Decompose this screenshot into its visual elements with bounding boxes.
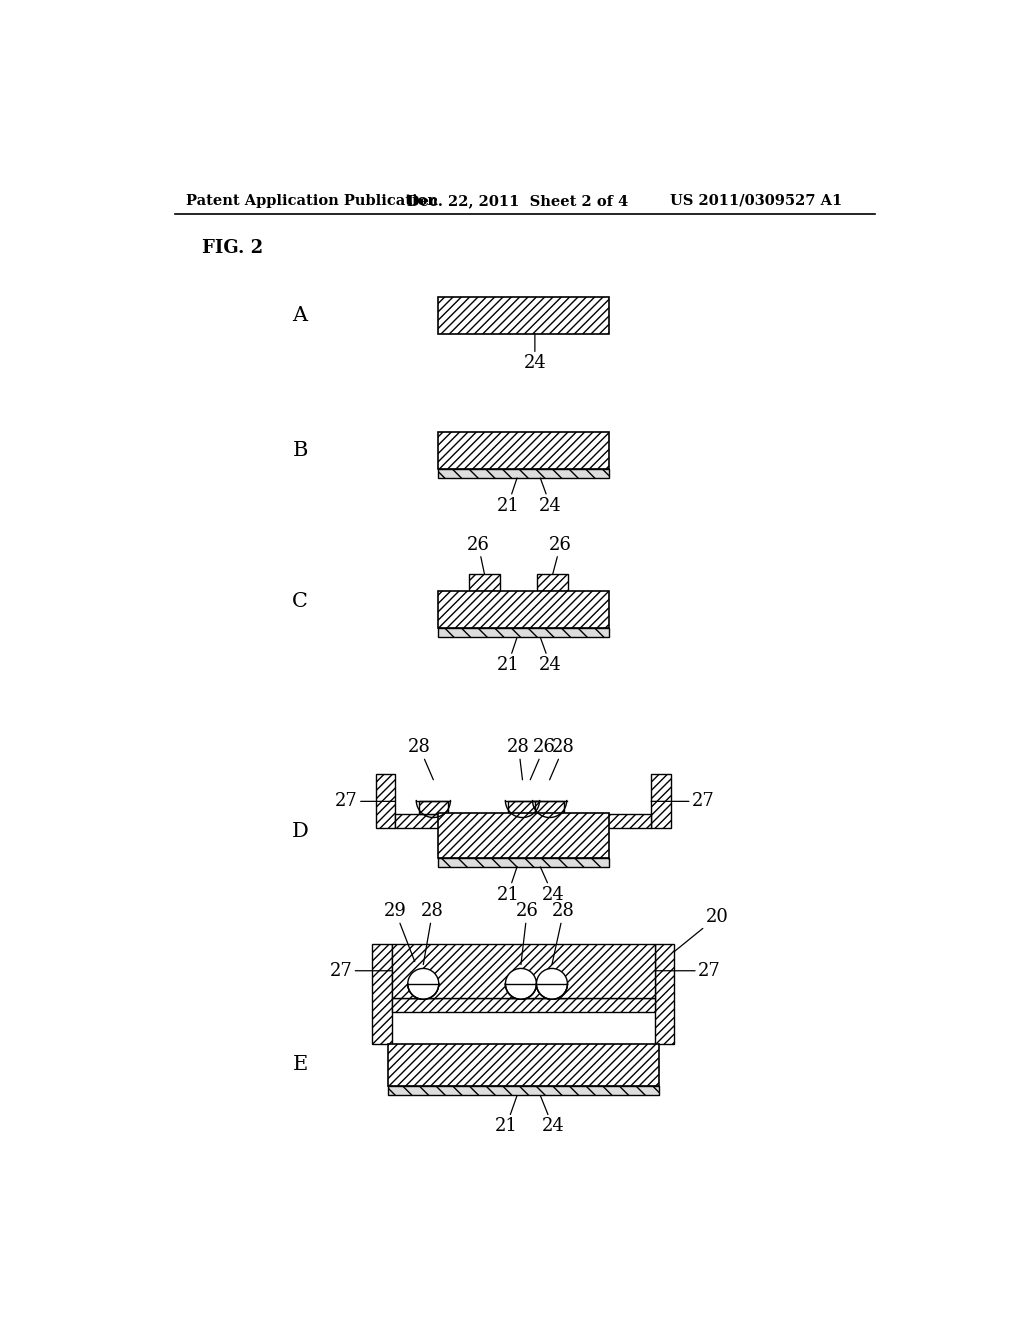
Text: 28: 28 <box>507 738 530 780</box>
Circle shape <box>408 969 438 999</box>
Text: 27: 27 <box>335 792 395 810</box>
Bar <box>508 800 538 814</box>
Text: 21: 21 <box>495 1096 518 1135</box>
Bar <box>419 800 449 814</box>
Bar <box>438 813 608 858</box>
Text: 29: 29 <box>384 903 415 961</box>
Bar <box>438 469 608 478</box>
Text: 27: 27 <box>655 962 721 979</box>
Text: 26: 26 <box>467 536 489 574</box>
Text: 26: 26 <box>530 738 556 780</box>
Bar <box>388 1086 658 1096</box>
Bar <box>506 983 536 998</box>
Text: 28: 28 <box>550 738 575 780</box>
Bar <box>376 775 395 829</box>
Bar <box>391 944 655 998</box>
Text: 28: 28 <box>408 738 433 780</box>
Text: FIG. 2: FIG. 2 <box>202 239 263 257</box>
Text: 28: 28 <box>552 903 575 965</box>
Text: 21: 21 <box>497 638 519 675</box>
Bar <box>395 814 651 829</box>
Text: C: C <box>292 591 308 611</box>
Text: 26: 26 <box>549 536 571 574</box>
Circle shape <box>506 969 537 999</box>
Bar <box>438 432 608 469</box>
Text: A: A <box>293 306 307 325</box>
Bar <box>535 800 564 814</box>
Text: 24: 24 <box>541 867 564 903</box>
Text: 27: 27 <box>330 962 391 979</box>
Text: 24: 24 <box>539 478 562 515</box>
Text: D: D <box>292 822 308 841</box>
Text: 21: 21 <box>497 478 519 515</box>
Bar <box>538 574 568 591</box>
Text: 24: 24 <box>541 1096 564 1135</box>
Bar <box>538 983 566 998</box>
Text: 20: 20 <box>675 908 728 952</box>
Bar <box>438 628 608 638</box>
Bar <box>469 574 500 591</box>
Text: 28: 28 <box>421 903 444 965</box>
Bar <box>388 1044 658 1086</box>
Text: US 2011/0309527 A1: US 2011/0309527 A1 <box>671 194 843 207</box>
Bar <box>655 944 675 1044</box>
Text: 27: 27 <box>651 792 715 810</box>
Bar <box>651 775 671 829</box>
Text: 26: 26 <box>516 903 539 965</box>
Bar <box>438 591 608 628</box>
Text: 24: 24 <box>539 638 562 675</box>
Text: Patent Application Publication: Patent Application Publication <box>186 194 438 207</box>
Bar <box>438 297 608 334</box>
Text: 21: 21 <box>497 867 519 903</box>
Circle shape <box>537 969 567 999</box>
Bar <box>372 944 391 1044</box>
Text: B: B <box>293 441 308 459</box>
Text: E: E <box>293 1055 307 1074</box>
Bar <box>391 998 655 1011</box>
Bar <box>409 983 438 998</box>
Text: 24: 24 <box>523 334 546 372</box>
Text: Dec. 22, 2011  Sheet 2 of 4: Dec. 22, 2011 Sheet 2 of 4 <box>407 194 629 207</box>
Bar <box>438 858 608 867</box>
